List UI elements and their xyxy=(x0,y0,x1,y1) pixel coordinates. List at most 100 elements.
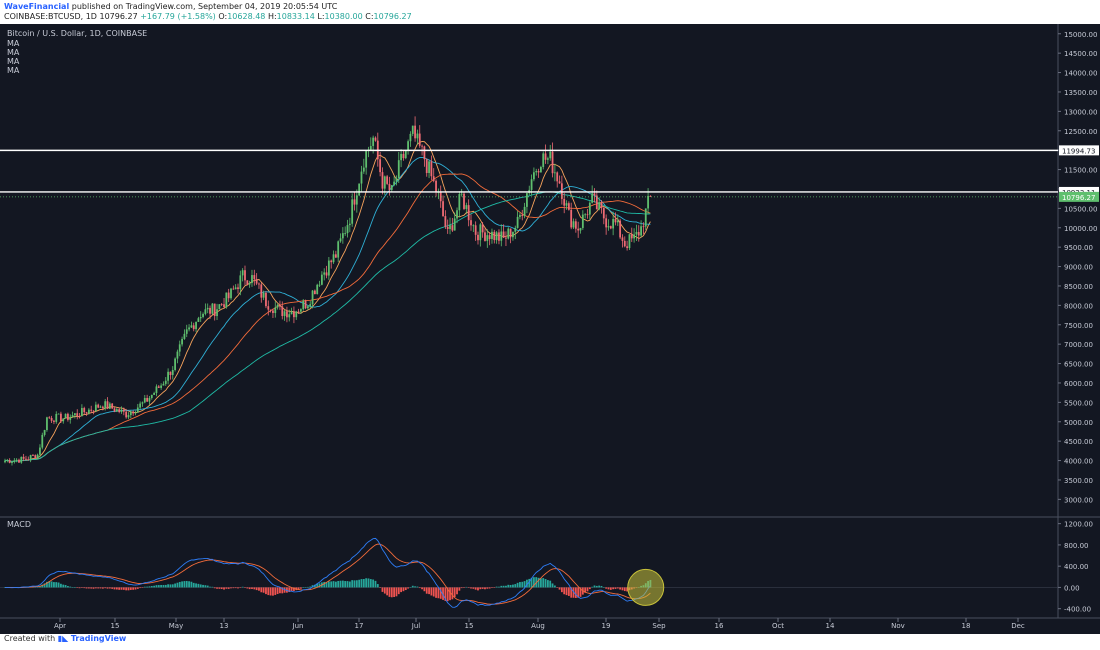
macd-histogram-bar xyxy=(176,582,179,588)
macd-histogram-bar xyxy=(258,587,260,591)
candle-body xyxy=(216,309,218,317)
candle-body xyxy=(526,193,528,207)
low-label: L: xyxy=(317,12,325,21)
candle-body xyxy=(456,210,458,219)
candle-body xyxy=(400,153,402,161)
candle-body xyxy=(258,283,260,285)
candle-body xyxy=(619,220,622,238)
candle-body xyxy=(388,183,391,190)
macd-histogram-bar xyxy=(60,583,62,588)
candle-body xyxy=(43,429,46,435)
macd-histogram-bar xyxy=(281,587,284,594)
macd-histogram-bar xyxy=(80,587,83,588)
candle-body xyxy=(25,458,27,460)
time-tick-label: 15 xyxy=(111,622,120,630)
macd-histogram-bar xyxy=(318,583,321,588)
price-tick-label: 4500.00 xyxy=(1064,438,1093,446)
macd-histogram-bar xyxy=(353,580,356,588)
price-tick-label: 10500.00 xyxy=(1064,205,1097,213)
macd-histogram-bar xyxy=(53,582,55,588)
macd-histogram-bar xyxy=(279,587,281,594)
macd-histogram-bar xyxy=(218,587,221,589)
macd-histogram-bar xyxy=(90,587,93,589)
horizontal-levels[interactable]: 11994.7310923.1110796.27 xyxy=(0,145,1099,202)
macd-histogram-bar xyxy=(129,587,132,590)
candle-body xyxy=(540,166,542,173)
publish-line: WaveFinancial published on TradingView.c… xyxy=(4,2,337,12)
ma-legend-3[interactable]: MA xyxy=(7,57,20,66)
time-axis[interactable]: Apr 15 May 13 Jun 17 Jul 15 Aug 19 Sep 16 Oct 14 Nov 18… xyxy=(54,618,1025,630)
price-chart[interactable]: 3000.00 3500.00 4000.00 4500.00 5000.00 5500.… xyxy=(0,24,1100,634)
macd-histogram-bar xyxy=(204,585,207,588)
macd-histogram-bar xyxy=(122,587,125,590)
macd-histogram-bar xyxy=(237,587,239,589)
candle-body xyxy=(537,171,540,173)
candle-body xyxy=(209,307,211,314)
candle-body xyxy=(544,153,547,160)
macd-histogram-bar xyxy=(199,584,202,588)
macd-histogram-bar xyxy=(570,587,573,598)
macd-histogram-bar xyxy=(567,587,570,596)
candle-body xyxy=(390,185,393,190)
macd-tick-label: -400.00 xyxy=(1064,606,1091,614)
macd-histogram-bar xyxy=(202,584,204,588)
candle-body xyxy=(414,125,416,139)
macd-histogram-bar xyxy=(355,580,358,588)
macd-histogram-bar xyxy=(239,587,242,588)
macd-histogram-bar xyxy=(442,587,444,600)
macd-histogram-bar xyxy=(395,587,398,597)
candle-body xyxy=(553,172,556,174)
candle-body xyxy=(27,459,30,461)
candle-body xyxy=(498,232,500,241)
macd-histogram-bar xyxy=(127,587,130,591)
macd-histogram-bar xyxy=(435,587,437,598)
macd-histogram-bar xyxy=(393,587,396,598)
macd-histogram-bar xyxy=(87,587,90,589)
candle-body xyxy=(584,214,587,216)
time-tick-label: Apr xyxy=(54,622,66,630)
macd-histogram-bar xyxy=(619,587,622,590)
macd-tick-label: 800.00 xyxy=(1064,542,1089,550)
candle-body xyxy=(409,133,412,142)
low-value: 10380.00 xyxy=(324,12,363,21)
candle-body xyxy=(190,325,193,328)
candle-body xyxy=(8,459,11,463)
candle-body xyxy=(495,232,498,241)
time-tick-label: 17 xyxy=(355,622,364,630)
level-price-tag xyxy=(1059,145,1099,156)
macd-histogram-bar xyxy=(276,587,279,594)
macd-histogram-bar xyxy=(39,586,41,588)
macd-axis[interactable]: -400.00 0.00 400.00 800.00 1200.00 xyxy=(1058,521,1093,614)
candle-body xyxy=(481,224,484,233)
macd-histogram-bar xyxy=(409,587,412,588)
candle-body xyxy=(185,329,188,334)
tradingview-brand[interactable]: TradingView xyxy=(70,634,127,643)
macd-histogram-bar xyxy=(386,587,389,596)
price-tick-label: 5500.00 xyxy=(1064,399,1093,407)
candle-body xyxy=(358,183,361,196)
ma-legend-2[interactable]: MA xyxy=(7,48,20,57)
macd-histogram-bar xyxy=(157,585,160,588)
macd-histogram-bar xyxy=(192,582,195,588)
candle-body xyxy=(425,159,428,174)
candle-body xyxy=(50,417,53,421)
author-link[interactable]: WaveFinancial xyxy=(4,2,70,11)
time-tick-label: Dec xyxy=(1011,622,1025,630)
macd-legend[interactable]: MACD xyxy=(7,520,31,529)
macd-histogram-bar xyxy=(404,587,407,591)
candle-body xyxy=(202,313,204,317)
macd-histogram-bar xyxy=(477,587,479,591)
price-axis[interactable]: 3000.00 3500.00 4000.00 4500.00 5000.00 5500.… xyxy=(1058,31,1097,505)
macd-histogram-bar xyxy=(323,581,326,588)
price-tick-label: 5000.00 xyxy=(1064,419,1093,427)
macd-histogram-bar xyxy=(528,578,531,588)
ma-legend-1[interactable]: MA xyxy=(7,39,20,48)
candle-body xyxy=(346,225,349,234)
candle-body xyxy=(616,220,619,223)
candle-body xyxy=(141,402,144,404)
ma-legend-4[interactable]: MA xyxy=(7,66,20,75)
tradingview-logo-icon: ▮◣ xyxy=(57,634,69,643)
macd-histogram-bar xyxy=(423,587,426,592)
candle-body xyxy=(188,327,190,330)
price-change: +167.79 (+1.58%) xyxy=(140,12,216,21)
